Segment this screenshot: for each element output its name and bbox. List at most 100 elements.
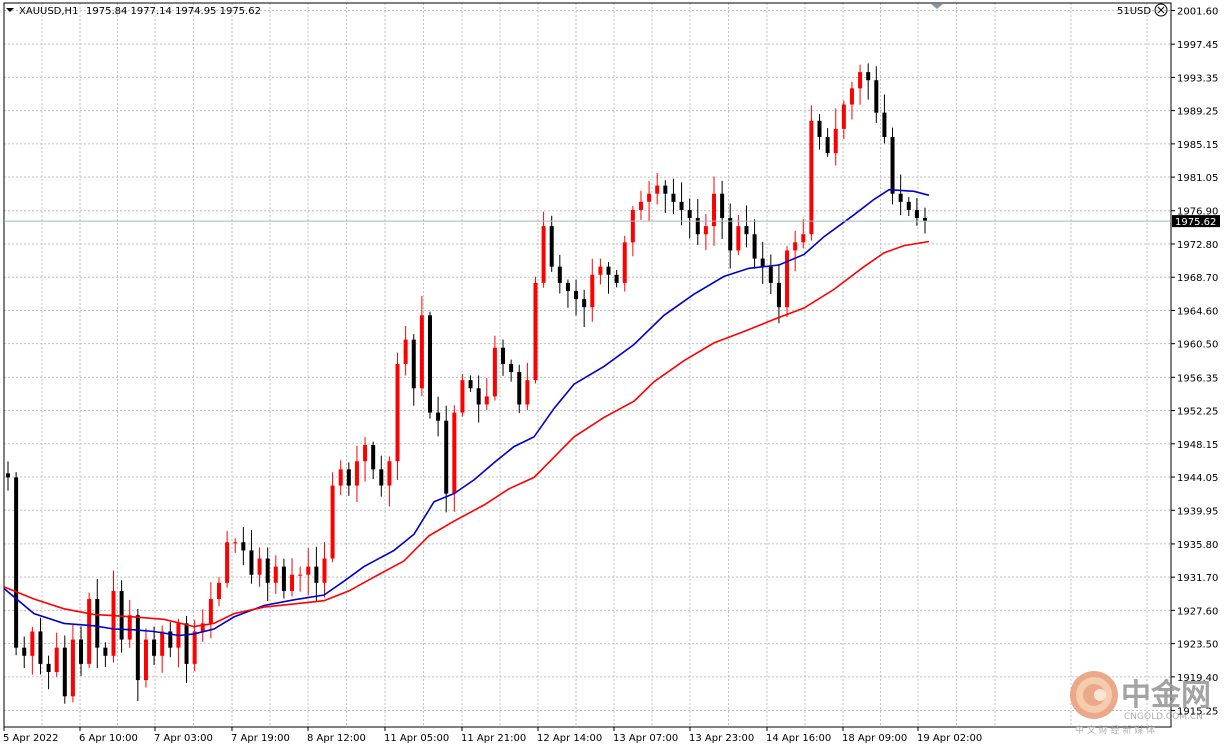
candle-bear (22, 647, 27, 656)
candle-bear (776, 282, 781, 308)
candle-bear (184, 623, 189, 664)
candle-bull (111, 590, 116, 656)
candle-bear (168, 631, 173, 648)
x-tick-label: 8 Apr 12:00 (307, 733, 366, 744)
candle-bull (395, 363, 400, 462)
candle-bull (533, 282, 538, 381)
ma-slow-line (3, 240, 930, 628)
close-circle-icon[interactable] (1154, 3, 1168, 17)
y-tick-label: 1927.60 (1177, 606, 1218, 617)
chart-menu-icon[interactable] (931, 4, 943, 9)
candle-bull (387, 461, 392, 486)
x-tick-label: 18 Apr 09:00 (842, 733, 907, 744)
x-tick-label: 5 Apr 2022 (3, 733, 58, 744)
candle-bull (87, 599, 92, 664)
candle-bear (614, 274, 619, 283)
y-tick-label: 1976.90 (1177, 207, 1218, 218)
candle-bull (273, 566, 278, 583)
y-tick-label: 2001.60 (1177, 7, 1218, 18)
candle-bull (736, 226, 741, 251)
plot-frame (3, 2, 1172, 728)
candle-bear (687, 209, 692, 219)
candle-bull (833, 128, 838, 154)
price-axis: 2001.60 1997.45 1993.35 1989.25 1985.15 1981.… (1171, 7, 1218, 718)
time-axis: 5 Apr 2022 6 Apr 10:00 7 Apr 03:00 7 Apr 19… (3, 727, 982, 744)
candle-bear (565, 282, 570, 291)
candle-bear (663, 185, 668, 194)
candle-bull (590, 274, 595, 308)
candle-bear (46, 663, 51, 672)
y-tick-label: 1948.15 (1177, 440, 1218, 451)
x-tick-label: 11 Apr 05:00 (384, 733, 449, 744)
y-tick-label: 1972.80 (1177, 240, 1218, 251)
candle-bull (143, 639, 148, 681)
candle-bull (363, 445, 368, 462)
chart-header: XAUUSD,H1 1975.84 1977.14 1974.95 1975.6… (6, 3, 1168, 17)
moving-averages (3, 188, 930, 637)
watermark-domain: CNGOLD.COM.CN (1124, 712, 1203, 722)
account-label: 51USD (1117, 6, 1151, 17)
y-tick-label: 1944.05 (1177, 473, 1218, 484)
candle-bear (744, 226, 749, 235)
candle-bear (898, 193, 903, 202)
candle-bull (460, 380, 465, 413)
candle-bear (152, 639, 157, 656)
candle-bull (841, 104, 846, 129)
candle-bear (728, 218, 733, 251)
triangle-down-icon[interactable] (6, 8, 14, 12)
candle-bull (216, 582, 221, 600)
candle-bull (30, 631, 35, 656)
y-tick-label: 1956.35 (1177, 373, 1218, 384)
candle-bear (95, 599, 100, 648)
current-price-label: 1975.62 (1175, 217, 1216, 228)
candle-bear (281, 566, 286, 591)
x-tick-label: 19 Apr 02:00 (917, 733, 982, 744)
candle-bear (517, 372, 522, 405)
candle-bull (160, 631, 165, 656)
watermark-brand: 中金网 (1121, 678, 1211, 713)
candle-bear (135, 615, 140, 681)
candle-bull (525, 380, 530, 405)
candle-bull (785, 250, 790, 308)
candle-bear (768, 266, 773, 283)
candle-bull (655, 185, 660, 194)
x-tick-label: 7 Apr 19:00 (231, 733, 290, 744)
x-tick-label: 12 Apr 14:00 (537, 733, 602, 744)
y-tick-label: 1981.05 (1177, 173, 1218, 184)
candle-bull (858, 72, 863, 89)
candle-bear (427, 315, 432, 413)
candle-bull (541, 226, 546, 283)
candle-bear (720, 193, 725, 219)
candle-bull (225, 542, 230, 583)
x-tick-label: 14 Apr 16:00 (766, 733, 831, 744)
candle-bull (647, 193, 652, 202)
y-tick-label: 1919.40 (1177, 673, 1218, 684)
y-tick-label: 1985.15 (1177, 140, 1218, 151)
candle-bear (62, 647, 67, 697)
candle-bear (38, 631, 43, 664)
y-tick-label: 1989.25 (1177, 107, 1218, 118)
candle-bear (14, 477, 19, 648)
candle-bull (849, 88, 854, 105)
candle-bear (874, 80, 879, 113)
candle-bear (574, 290, 579, 300)
candle-bear (906, 201, 911, 210)
x-tick-label: 13 Apr 07:00 (613, 733, 678, 744)
candle-bear (752, 234, 757, 259)
candle-bull (192, 631, 197, 664)
y-tick-label: 1960.50 (1177, 340, 1218, 351)
y-tick-label: 1952.25 (1177, 407, 1218, 418)
candles (6, 63, 927, 704)
y-tick-label: 1931.70 (1177, 573, 1218, 584)
y-tick-label: 1993.35 (1177, 73, 1218, 84)
candle-bull (354, 461, 359, 486)
y-tick-label: 1923.50 (1177, 640, 1218, 651)
y-tick-label: 1968.70 (1177, 273, 1218, 284)
candle-bear (346, 469, 351, 486)
candle-bear (679, 201, 684, 210)
candle-bull (712, 193, 717, 227)
grid (4, 3, 1171, 727)
x-tick-label: 7 Apr 03:00 (154, 733, 213, 744)
candle-bull (306, 566, 311, 575)
